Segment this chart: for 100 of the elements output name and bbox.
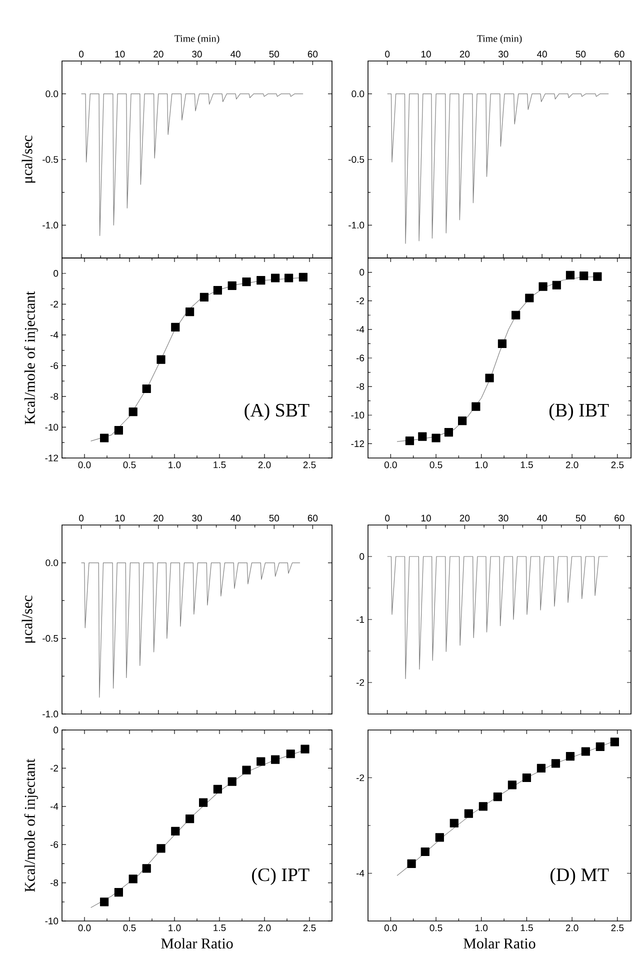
y-tick-label: -6 [50,841,58,848]
point [213,784,222,794]
x-tick-label: 0.0 [78,924,91,932]
y-tick-label: 0.0 [352,90,364,98]
point [420,847,430,856]
annotation: (B) IBT [549,403,609,420]
x-tick-label: 2.0 [258,924,271,932]
y-tick-label: -12 [45,454,58,462]
point [580,272,588,280]
point [405,436,414,446]
point [271,274,280,282]
x-tick-label: 10 [421,514,431,522]
x-tick-label: 0.0 [384,924,397,932]
y-tick-label: -4 [50,803,58,810]
x-tick-label: 10 [115,50,125,58]
point [458,416,467,426]
x-tick-label: 40 [537,50,547,58]
y-tick-label: -2 [356,298,364,304]
x-axis-title: Time (min) [477,34,522,44]
y-tick-label: -10 [45,918,58,924]
line-series [80,94,304,236]
x-tick-label: 20 [154,514,164,522]
x-tick-label: 10 [421,50,431,58]
x-tick-label: 0 [385,514,390,522]
y-tick-label: -0.5 [42,635,58,642]
point [228,281,236,290]
point [450,818,458,828]
x-tick-label: 0.5 [123,924,136,932]
x-tick-label: 0.5 [430,924,442,932]
point [100,434,109,442]
x-axis-title: Time (min) [174,34,220,44]
point [156,355,166,364]
point [432,434,440,442]
point [525,294,534,302]
x-axis-title: Molar Ratio [464,938,536,949]
x-tick-label: 30 [192,50,202,58]
y-tick-label: -1 [356,616,364,623]
x-tick-label: 2.0 [566,462,578,468]
point [171,826,180,836]
y-tick-label: 0 [360,268,364,276]
x-tick-label: 20 [154,50,164,58]
x-tick-label: 2.5 [611,462,624,468]
y-tick-label: -2 [356,774,364,782]
x-tick-label: 1.0 [168,462,181,468]
x-tick-label: 1.5 [214,924,226,932]
x-tick-label: 60 [308,50,318,58]
y-tick-label: -2 [50,300,58,308]
x-tick-label: 1.0 [476,462,488,468]
x-tick-label: 40 [230,514,240,522]
point [596,742,604,752]
point [551,759,560,768]
point [242,766,251,774]
point [114,426,123,435]
point [228,777,236,786]
x-tick-label: 60 [614,50,624,58]
x-tick-label: 2.5 [303,924,316,932]
y-tick-label: -6 [50,362,58,370]
point [407,859,416,868]
point [593,272,602,281]
y-tick-label: -1.0 [348,222,364,229]
point [186,814,194,824]
point [200,292,208,302]
point [472,402,480,411]
point [100,898,109,906]
y-tick-label: -0.5 [348,156,364,163]
y-tick-label: 0.0 [46,90,58,98]
y-tick-label: -4 [50,332,58,338]
x-tick-label: 0 [79,514,84,522]
x-tick-label: 20 [460,514,470,522]
x-tick-label: 0 [385,50,390,58]
x-tick-label: 1.0 [168,924,181,932]
y-axis-title: μcal/sec [22,136,36,183]
x-tick-label: 1.0 [476,924,488,932]
point [435,833,444,842]
point [536,764,546,773]
x-tick-label: 1.5 [214,462,226,468]
y-axis-title: μcal/sec [22,596,36,643]
point [512,310,520,320]
x-tick-label: 0 [79,50,84,58]
y-tick-label: -0.5 [42,156,58,163]
x-axis-title: Molar Ratio [161,938,233,949]
y-tick-label: 0.0 [46,559,58,566]
y-tick-label: -10 [45,424,58,431]
annotation: (C) IPT [252,868,310,886]
point [566,752,575,761]
point [284,274,294,282]
x-tick-label: 0.0 [384,462,397,468]
point [508,780,517,790]
annotation: (D) MT [550,868,609,886]
x-tick-label: 50 [576,50,586,58]
point [171,322,180,332]
y-tick-label: -8 [50,879,58,886]
point [493,792,502,802]
point [581,747,590,756]
y-tick-label: -6 [356,354,364,362]
annotation: (A) SBT [244,403,310,420]
point [478,802,488,811]
y-tick-label: -8 [356,383,364,390]
y-tick-label: -2 [50,764,58,772]
line-series [387,556,608,680]
